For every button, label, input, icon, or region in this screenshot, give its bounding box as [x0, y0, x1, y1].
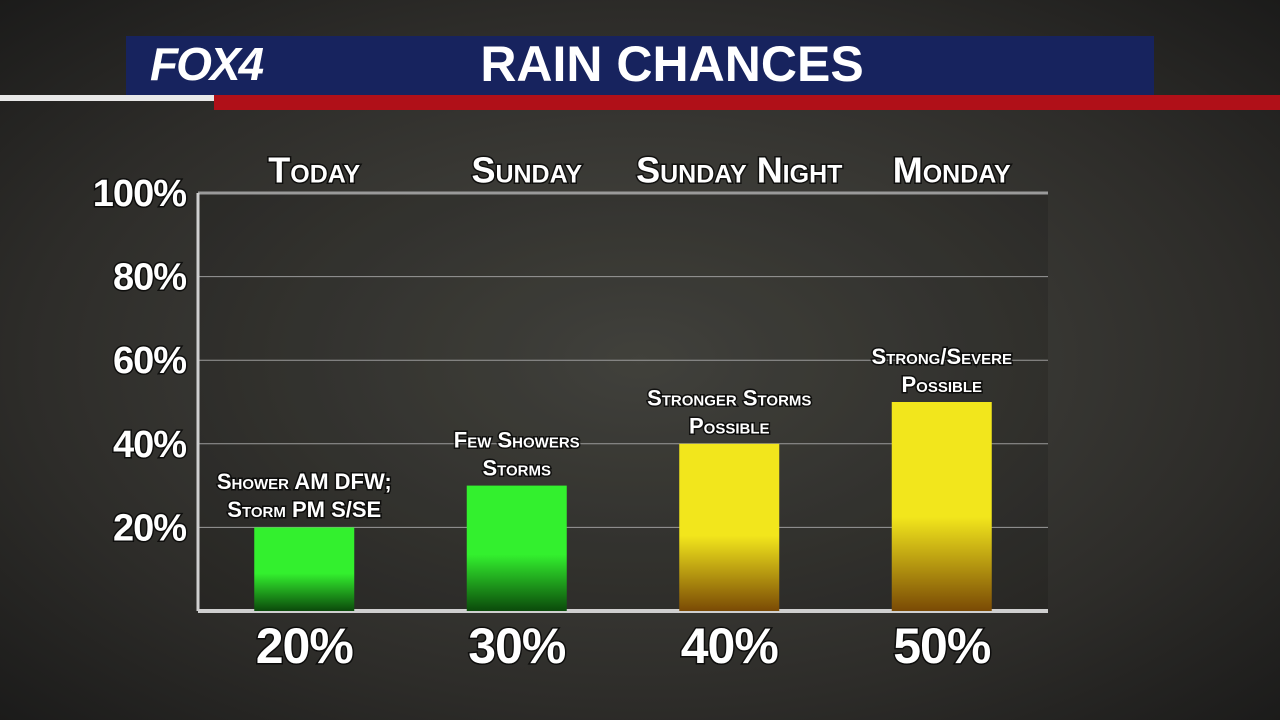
- bar: [466, 485, 567, 611]
- bar-annotation: Possible: [689, 414, 770, 439]
- brand-logo: FOX4: [150, 38, 264, 90]
- bar-annotation: Strong/Severe: [872, 344, 1012, 369]
- bar-annotation: Storms: [482, 455, 551, 480]
- x-tick-label: Monday: [893, 150, 1011, 191]
- x-tick-label: Today: [268, 150, 360, 191]
- bar-annotation: Few Showers: [454, 427, 580, 452]
- header-bar: [126, 36, 1154, 95]
- header-stripe: [0, 95, 230, 101]
- y-tick-label: 100%: [93, 173, 186, 215]
- value-label: 20%: [256, 618, 354, 674]
- y-tick-label: 80%: [113, 257, 186, 299]
- bar: [254, 527, 355, 611]
- chart-title: RAIN CHANCES: [480, 36, 863, 92]
- y-tick-label: 40%: [113, 424, 186, 466]
- header-red-bar: [214, 95, 1280, 110]
- value-label: 50%: [893, 618, 991, 674]
- bar-annotation: Possible: [901, 372, 982, 397]
- x-tick-label: Sunday Night: [636, 150, 842, 191]
- value-label: 40%: [681, 618, 779, 674]
- y-tick-label: 60%: [113, 340, 186, 382]
- bar-annotation: Shower AM DFW;: [217, 469, 392, 494]
- bar: [679, 443, 780, 611]
- bar-annotation: Storm PM S/SE: [227, 497, 381, 522]
- bar-annotation: Stronger Storms: [647, 386, 811, 411]
- value-label: 30%: [468, 618, 566, 674]
- bar: [891, 402, 992, 611]
- y-tick-label: 20%: [113, 507, 186, 549]
- x-tick-label: Sunday: [471, 150, 582, 191]
